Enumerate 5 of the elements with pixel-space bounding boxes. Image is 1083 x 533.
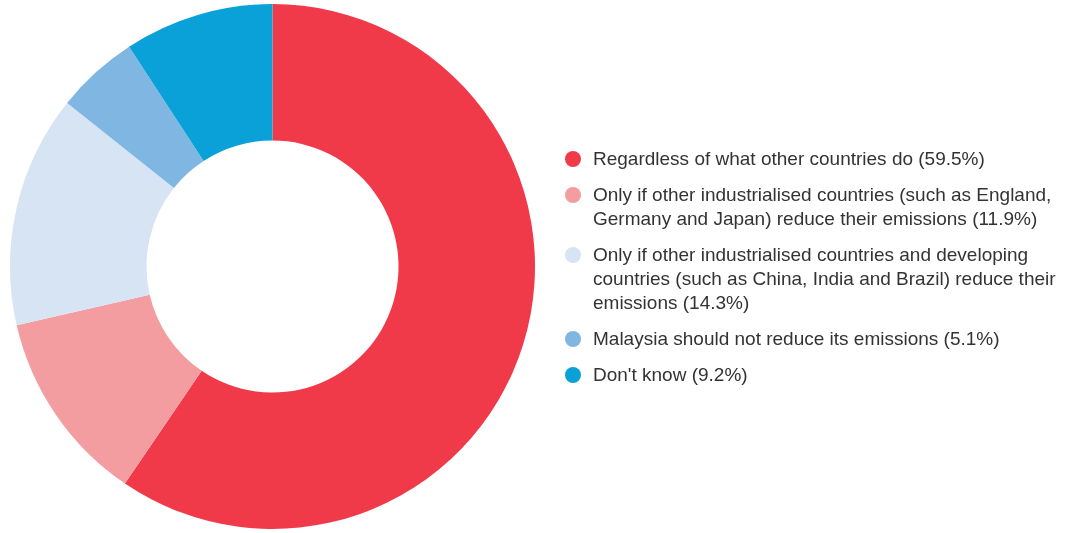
- legend-label: Only if other industrialised countries and developing countries (such as China, India and Brazil) reduce their emissions (14.3%): [593, 242, 1057, 315]
- legend-label: Regardless of what other countries do (59.5%): [593, 146, 985, 171]
- legend-label: Only if other industrialised countries (such as England, Germany and Japan) reduce their emissions (11.9%): [593, 182, 1053, 231]
- legend-label: Malaysia should not reduce its emissions (5.1%): [593, 326, 1000, 351]
- legend-label: Don't know (9.2%): [593, 362, 748, 387]
